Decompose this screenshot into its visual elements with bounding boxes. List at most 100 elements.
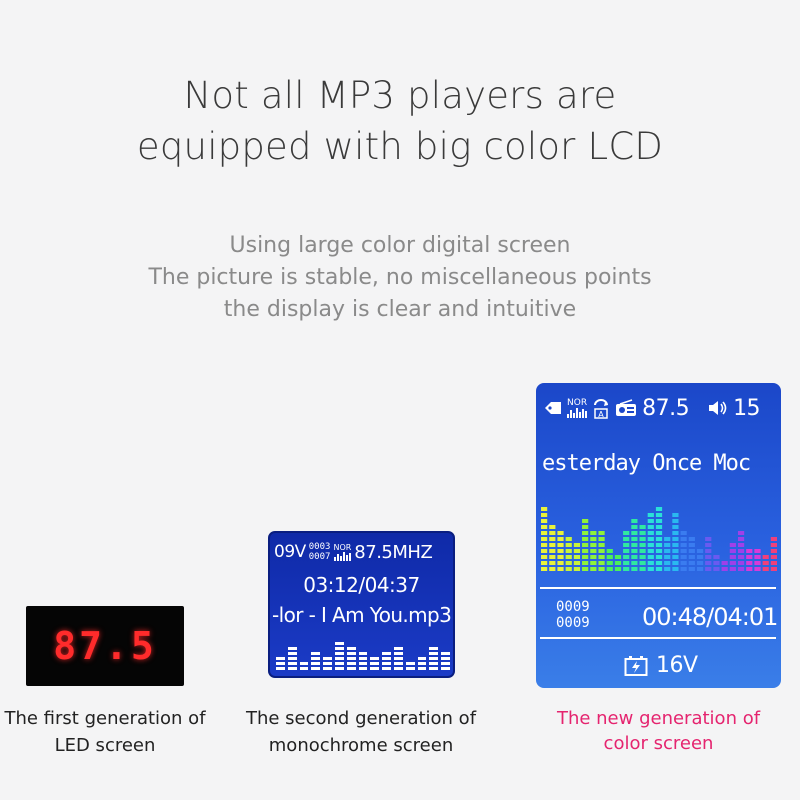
mono-spectrum-segment	[311, 652, 321, 655]
mono-spectrum-segment	[441, 667, 450, 670]
color-spectrum-bar	[762, 555, 769, 571]
color-spectrum-segment	[631, 567, 638, 571]
color-caption: The new generation of color screen	[536, 706, 781, 756]
mono-spectrum-segment	[382, 652, 391, 655]
mono-spectrum-segment	[311, 667, 321, 670]
color-spectrum-segment	[606, 561, 613, 565]
color-spectrum-bar	[655, 507, 663, 571]
color-spectrum-segment	[655, 567, 663, 571]
mono-spectrum-bar	[346, 647, 356, 670]
color-spectrum-segment	[590, 555, 597, 559]
color-battery-row: 16V	[624, 653, 698, 678]
color-spectrum-bar	[631, 519, 638, 571]
color-spectrum-segment	[770, 537, 777, 541]
mono-spectrum-segment	[417, 662, 427, 665]
mono-spectrum-segment	[276, 657, 285, 660]
mono-eq-label: NOR	[333, 543, 352, 552]
color-spectrum-segment	[762, 567, 769, 571]
color-spectrum-bar	[713, 555, 720, 571]
mono-spectrum-segment	[417, 667, 427, 670]
color-spectrum-segment	[614, 561, 622, 565]
color-spectrum-segment	[631, 543, 638, 547]
color-spectrum-segment	[754, 549, 761, 553]
color-spectrum-segment	[623, 531, 630, 535]
led-caption-line-2: LED screen	[54, 735, 156, 756]
color-spectrum-segment	[639, 531, 646, 535]
mono-caption-line-2: monochrome screen	[268, 735, 454, 756]
color-spectrum-segment	[598, 567, 605, 571]
color-spectrum	[541, 507, 777, 571]
color-spectrum-segment	[729, 549, 736, 553]
color-spectrum-segment	[565, 537, 572, 541]
color-spectrum-segment	[541, 519, 548, 523]
color-spectrum-segment	[647, 561, 654, 565]
color-spectrum-segment	[729, 561, 736, 565]
mono-spectrum-segment	[311, 657, 321, 660]
color-spectrum-bar	[696, 549, 704, 571]
color-spectrum-segment	[639, 555, 646, 559]
color-spectrum-segment	[606, 567, 613, 571]
color-spectrum-segment	[573, 543, 581, 547]
color-spectrum-segment	[655, 525, 663, 529]
color-spectrum-segment	[754, 561, 761, 565]
mono-spectrum-segment	[405, 667, 415, 670]
color-spectrum-segment	[623, 555, 630, 559]
mono-spectrum-segment	[405, 662, 415, 665]
color-spectrum-segment	[688, 543, 695, 547]
color-spectrum-segment	[565, 555, 572, 559]
color-spectrum-segment	[582, 531, 589, 535]
color-spectrum-segment	[655, 507, 663, 511]
color-spectrum-segment	[631, 531, 638, 535]
mono-spectrum-segment	[287, 662, 297, 665]
color-spectrum-segment	[565, 543, 572, 547]
color-spectrum-segment	[696, 561, 704, 565]
color-spectrum-segment	[623, 543, 630, 547]
mono-frequency: 87.5MHZ	[354, 541, 433, 563]
subtitle-line-3: the display is clear and intuitive	[223, 297, 577, 322]
mono-spectrum-segment	[441, 652, 450, 655]
color-spectrum-segment	[696, 549, 704, 553]
mono-spectrum-segment	[358, 667, 368, 670]
color-spectrum-segment	[655, 549, 663, 553]
color-spectrum-segment	[573, 561, 581, 565]
color-spectrum-segment	[565, 549, 572, 553]
color-spectrum-bar	[598, 531, 605, 571]
headline-line-1: Not all MP3 players are	[183, 74, 617, 117]
color-spectrum-segment	[705, 537, 712, 541]
mono-spectrum-segment	[382, 657, 391, 660]
color-frequency: 87.5	[642, 395, 690, 421]
mono-spectrum-segment	[334, 647, 344, 650]
color-spectrum-segment	[688, 537, 695, 541]
color-spectrum-segment	[573, 555, 581, 559]
color-spectrum-segment	[672, 513, 679, 517]
color-spectrum-segment	[541, 525, 548, 529]
color-spectrum-segment	[647, 519, 654, 523]
equalizer-label: NOR	[567, 398, 588, 408]
color-counter-bottom: 0009	[556, 615, 590, 631]
color-spectrum-segment	[631, 561, 638, 565]
color-spectrum-bar	[639, 525, 646, 571]
mono-spectrum-segment	[429, 657, 439, 660]
color-spectrum-segment	[582, 549, 589, 553]
mono-volume: 09V	[274, 542, 306, 562]
mono-spectrum-segment	[429, 662, 439, 665]
color-spectrum-segment	[655, 513, 663, 517]
color-track-counter: 0009 0009	[556, 599, 590, 631]
color-spectrum-segment	[541, 561, 548, 565]
color-spectrum-segment	[672, 561, 679, 565]
color-spectrum-segment	[664, 549, 671, 553]
color-spectrum-segment	[598, 531, 605, 535]
color-spectrum-segment	[770, 543, 777, 547]
led-frequency-value: 87.5	[53, 624, 157, 668]
color-spectrum-segment	[565, 567, 572, 571]
mono-spectrum-segment	[358, 657, 368, 660]
mono-spectrum-bar	[323, 657, 332, 670]
color-spectrum-segment	[672, 519, 679, 523]
mono-spectrum-segment	[334, 657, 344, 660]
color-spectrum-segment	[655, 543, 663, 547]
color-spectrum-segment	[631, 525, 638, 529]
mono-spectrum-segment	[287, 667, 297, 670]
color-spectrum-segment	[713, 555, 720, 559]
color-spectrum-segment	[672, 549, 679, 553]
color-spectrum-segment	[688, 549, 695, 553]
